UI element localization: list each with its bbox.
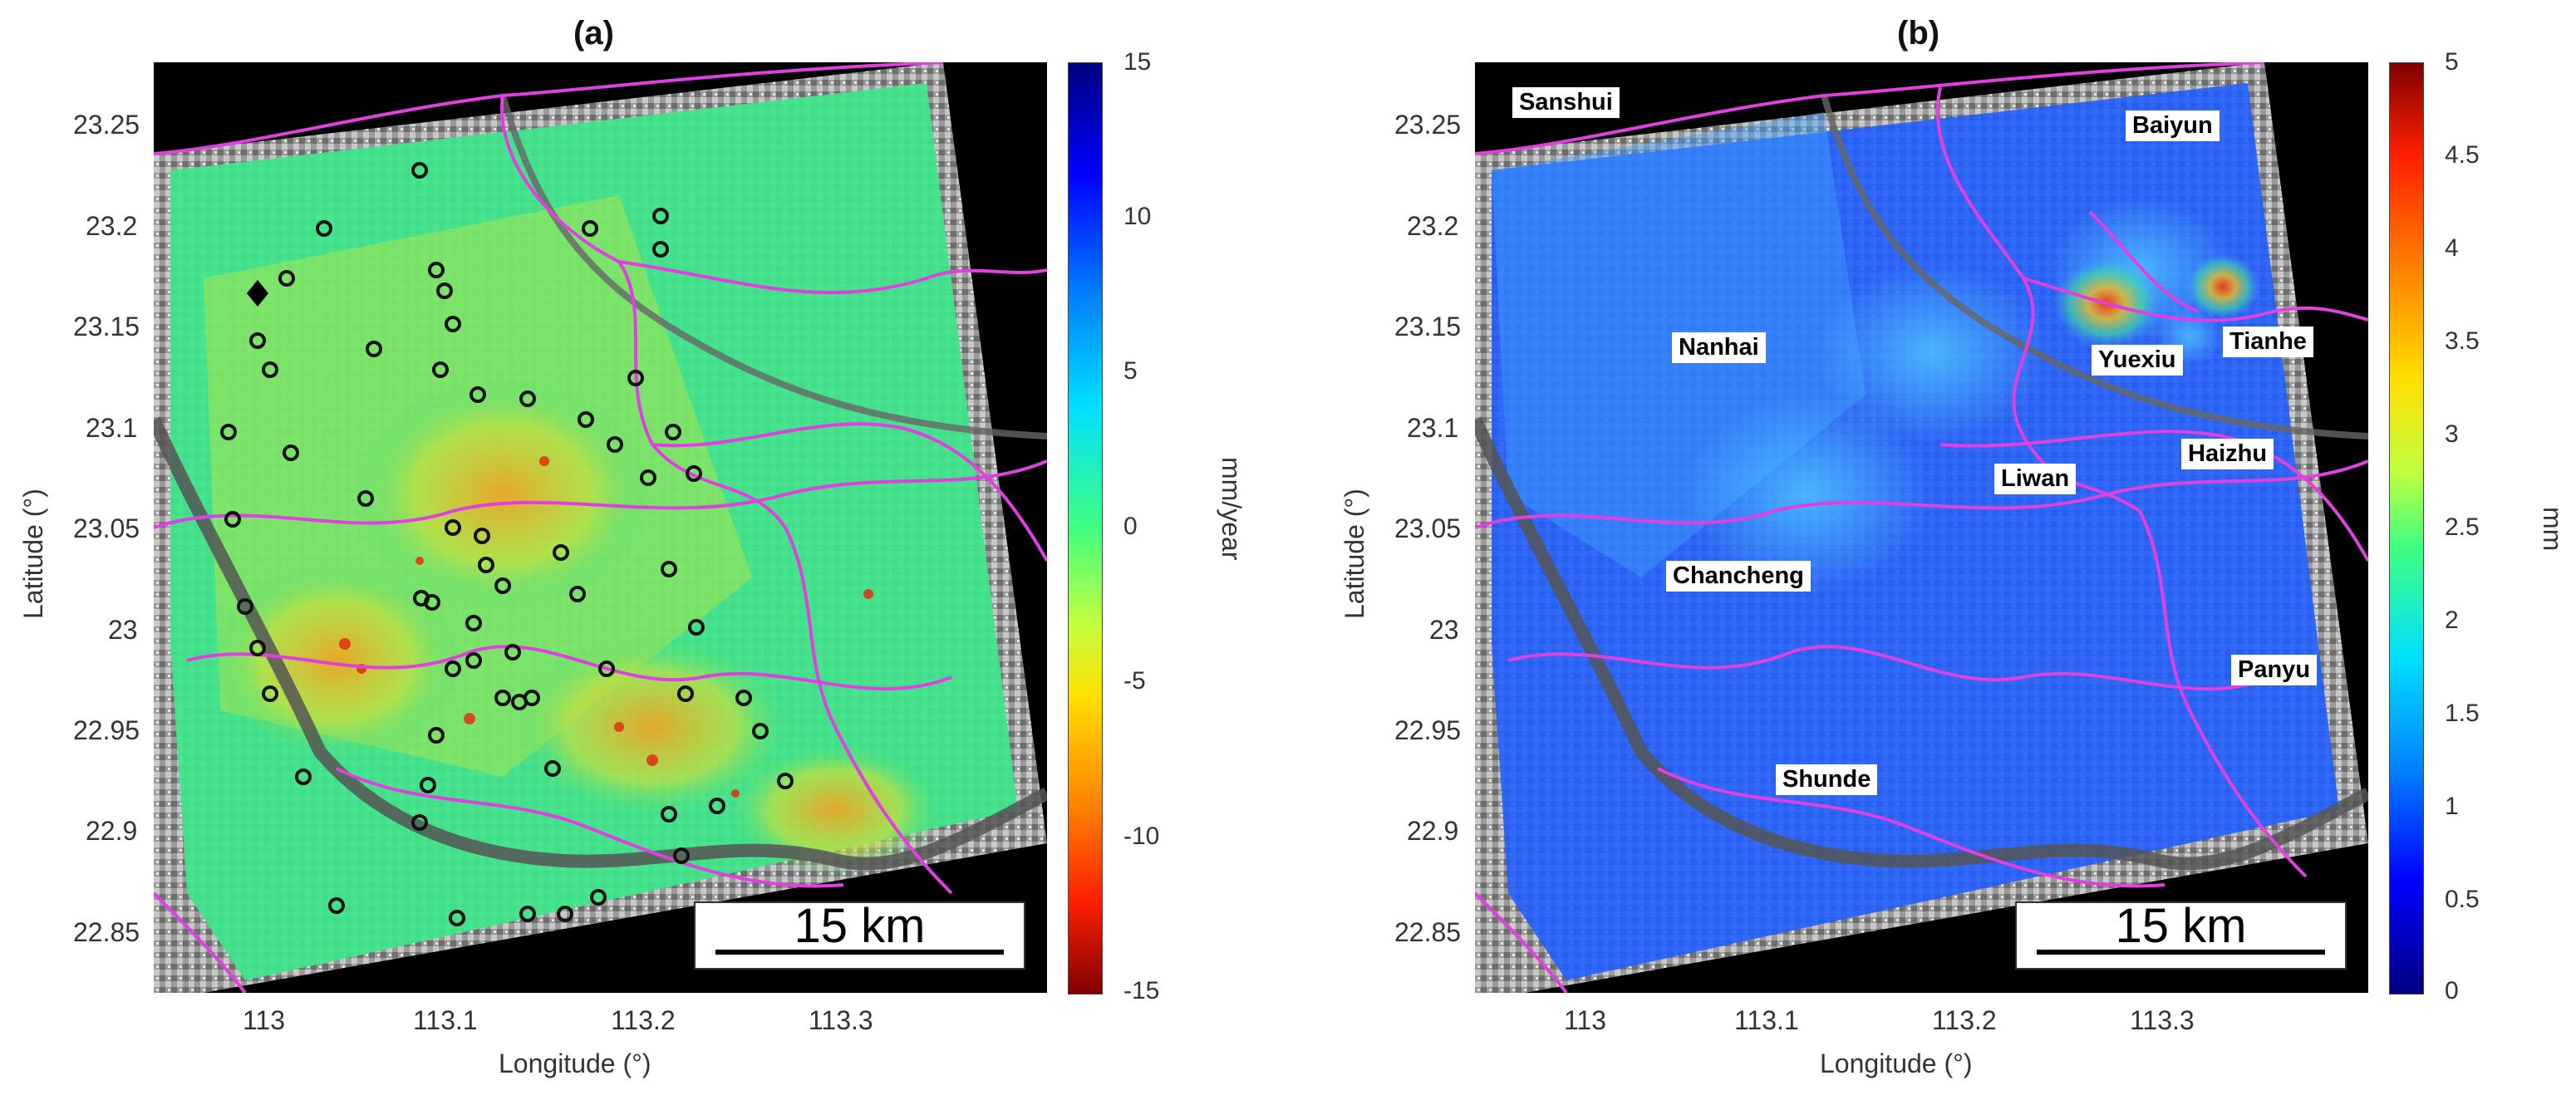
panel-b-map: Sanshui Baiyun Nanhai Yuexiu Tianhe Haiz…: [1475, 62, 2368, 993]
panel-b-xtick: 113: [1564, 1005, 1607, 1035]
panel-a-colorbar-tick: -10: [1123, 823, 1160, 850]
panel-a-ytick: 23: [108, 615, 138, 645]
panel-a-colorbar: [1068, 62, 1103, 994]
panel-b-colorbar-tick: 0: [2445, 977, 2459, 1004]
panel-a-map: 15 km: [154, 62, 1047, 993]
panel-b-scalebar: 15 km: [2015, 899, 2347, 970]
panel-b-scalebar-label: 15 km: [2115, 899, 2247, 953]
panel-a-ytick: 23.2: [86, 211, 138, 241]
panel-b-ytick: 22.95: [1394, 715, 1462, 745]
district-label: Liwan: [1994, 464, 2077, 494]
panel-b-colorbar-tick: 1: [2445, 793, 2459, 820]
panel-b-title: (b): [1897, 15, 1940, 52]
panel-a-river: [154, 416, 1047, 871]
panel-b-colorbar: [2389, 62, 2424, 994]
panel-b-xtick: 113.3: [2130, 1005, 2195, 1035]
panel-b-ytick: 23.1: [1407, 413, 1459, 443]
district-label: Shunde: [1776, 764, 1878, 795]
panel-b-ytick: 23: [1429, 615, 1459, 645]
panel-b-colorbar-tick: 0.5: [2445, 886, 2480, 913]
panel-b-ytick: 23.2: [1407, 211, 1459, 241]
panel-a: (a): [18, 15, 1246, 1078]
panel-a-ytick: 22.95: [73, 715, 140, 745]
panel-a-ytick: 22.85: [73, 917, 140, 947]
panel-a-colorbar-tick: -15: [1123, 977, 1160, 1004]
panel-b-colorbar-tick: 4: [2445, 234, 2459, 262]
panel-a-ytick: 23.05: [73, 513, 140, 543]
panel-a-ytick: 23.15: [73, 312, 140, 341]
panel-b-boundaries: [1475, 62, 2368, 993]
panel-b-ytick: 22.85: [1394, 917, 1462, 947]
panel-a-reference-point: [247, 280, 268, 307]
district-label: Chancheng: [1666, 561, 1811, 592]
panel-a-colorbar-tick: 0: [1123, 513, 1138, 540]
panel-a-xtick: 113.2: [611, 1005, 676, 1035]
panel-a-colorbar-tick: 5: [1123, 357, 1138, 385]
panel-a-xtick: 113.1: [413, 1005, 478, 1035]
panel-b-scalebar-line: [2037, 950, 2325, 955]
panel-a-scalebar-label: 15 km: [794, 899, 926, 953]
panel-a-colorbar-tick: 15: [1123, 48, 1152, 76]
district-label: Nanhai: [1672, 332, 1766, 363]
panel-b-colorbar-tick: 3.5: [2445, 327, 2480, 355]
district-label: Tianhe: [2223, 327, 2313, 357]
panel-a-scalebar: 15 km: [694, 899, 1025, 970]
district-label: Yuexiu: [2092, 345, 2183, 376]
district-label: Panyu: [2231, 655, 2318, 685]
panel-a-xtick: 113: [243, 1005, 286, 1035]
district-label: Sanshui: [1512, 87, 1620, 118]
district-label: Baiyun: [2126, 110, 2220, 141]
panel-a-xtick: 113.3: [809, 1005, 873, 1035]
panel-b-xtick: 113.1: [1734, 1005, 1799, 1035]
panel-a-title: (a): [573, 15, 614, 52]
panel-b-ytick: 23.05: [1394, 513, 1462, 543]
panel-b-ytick: 22.9: [1407, 816, 1459, 846]
panel-a-x-axis-title: Longitude (°): [499, 1049, 651, 1078]
panel-b-colorbar-tick: 2: [2445, 607, 2459, 634]
panel-b-x-axis-title: Longitude (°): [1820, 1049, 1973, 1078]
panel-b-colorbar-tick: 4.5: [2445, 141, 2480, 169]
panel-b-colorbar-tick: 2.5: [2445, 513, 2480, 541]
panel-b-colorbar-label: mm: [2538, 507, 2568, 552]
panel-b-ytick: 23.25: [1394, 110, 1462, 140]
district-label: Haizhu: [2181, 439, 2274, 469]
panel-a-colorbar-tick: 10: [1123, 203, 1152, 230]
panel-a-ytick: 22.9: [86, 816, 138, 846]
panel-b-xtick: 113.2: [1932, 1005, 1997, 1035]
panel-b-y-axis-title: Latitude (°): [1340, 489, 1369, 619]
panel-b-colorbar-tick: 3: [2445, 420, 2459, 448]
panel-a-ytick: 23.25: [73, 110, 140, 140]
panel-b-ytick: 23.15: [1394, 312, 1462, 341]
panel-a-ytick: 23.1: [86, 413, 138, 443]
panel-a-stations: [220, 162, 794, 926]
panel-b-colorbar-tick: 5: [2445, 48, 2459, 76]
panel-a-colorbar-tick: -5: [1123, 667, 1146, 695]
panel-a-boundaries: [154, 62, 1047, 993]
panel-a-scalebar-line: [715, 950, 1004, 955]
panel-b-colorbar-tick: 1.5: [2445, 700, 2480, 727]
